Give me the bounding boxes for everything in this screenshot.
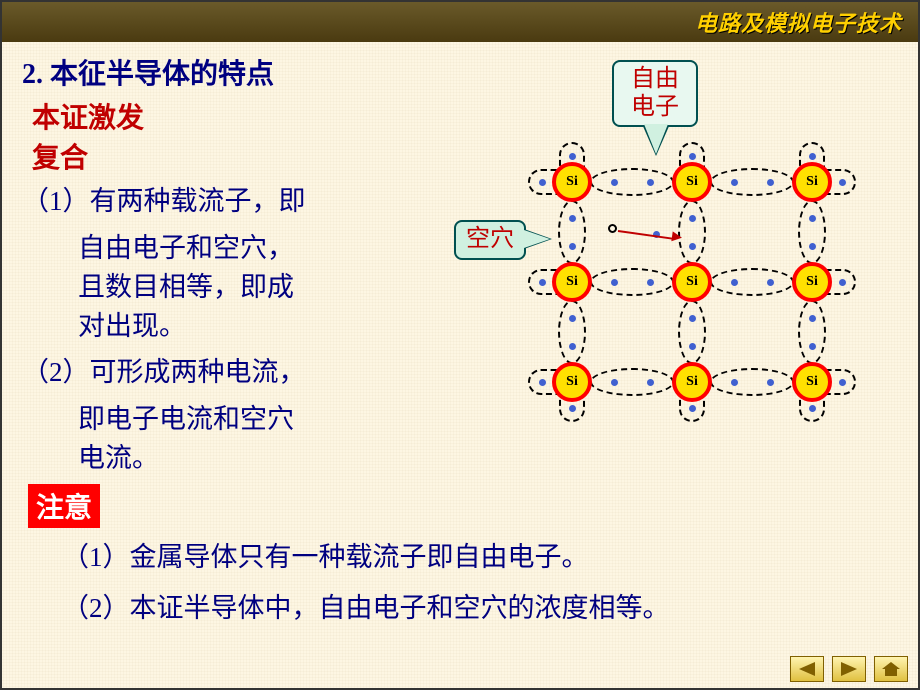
nav-home-button[interactable] (874, 656, 908, 682)
electron-dot (647, 379, 654, 386)
si-atom: Si (672, 262, 712, 302)
electron-dot (569, 243, 576, 250)
bond-h (710, 368, 794, 396)
electron-dot (569, 405, 576, 412)
section-heading: 2. 本征半导体的特点 (22, 52, 462, 92)
electron-dot (689, 405, 696, 412)
bond-v (798, 300, 826, 364)
bond-h (710, 268, 794, 296)
electron-dot (569, 343, 576, 350)
electron-dot (689, 315, 696, 322)
free-electron-label: 自由 电子 (612, 60, 698, 127)
bond-v (558, 200, 586, 264)
electron-dot (731, 179, 738, 186)
excitation-arrow-head (671, 231, 682, 242)
electron-dot (539, 179, 546, 186)
point-2-line-2: 即电子电流和空穴 (22, 400, 462, 439)
electron-dot (809, 405, 816, 412)
subheading-1: 本证激发 (32, 96, 462, 136)
electron-dot (839, 379, 846, 386)
notice-badge: 注意 (28, 484, 100, 528)
nav-buttons (790, 656, 908, 682)
point-1-line-3: 且数目相等，即成 (22, 268, 462, 307)
electron-dot (809, 343, 816, 350)
subheading-2: 复合 (32, 136, 462, 176)
free-electron-label-l1: 自由 (626, 66, 684, 94)
bond-h (590, 268, 674, 296)
bond-h (710, 168, 794, 196)
si-atom: Si (552, 262, 592, 302)
electron-dot (611, 279, 618, 286)
bond-v (678, 300, 706, 364)
si-atom: Si (792, 362, 832, 402)
si-atom: Si (792, 262, 832, 302)
electron-dot (689, 243, 696, 250)
electron-dot (767, 379, 774, 386)
point-1: （1）有两种载流子，即 自由电子和空穴， 且数目相等，即成 对出现。 (22, 182, 462, 347)
bottom-notes: （1）金属导体只有一种载流子即自由电子。 （2）本证半导体中，自由电子和空穴的浓… (62, 532, 882, 635)
point-2-line-1: （2）可形成两种电流， (22, 353, 462, 392)
bond-h (590, 368, 674, 396)
bond-h (590, 168, 674, 196)
hole-marker (608, 224, 617, 233)
electron-dot (809, 243, 816, 250)
electron-dot (809, 153, 816, 160)
electron-dot (539, 379, 546, 386)
bond-v (798, 200, 826, 264)
electron-dot (809, 215, 816, 222)
point-2: （2）可形成两种电流， 即电子电流和空穴 电流。 (22, 353, 462, 478)
point-1-line-1: （1）有两种载流子，即 (22, 182, 462, 221)
nav-prev-button[interactable] (790, 656, 824, 682)
electron-dot (731, 279, 738, 286)
electron-dot (731, 379, 738, 386)
si-atom: Si (672, 362, 712, 402)
si-atom: Si (552, 162, 592, 202)
topbar-title: 电路及模拟电子技术 (695, 6, 902, 38)
lattice-diagram: Si Si Si Si Si Si Si Si Si (512, 142, 872, 442)
si-atom: Si (552, 362, 592, 402)
electron-dot (689, 153, 696, 160)
electron-dot (569, 215, 576, 222)
nav-next-button[interactable] (832, 656, 866, 682)
electron-dot (767, 179, 774, 186)
electron-dot (539, 279, 546, 286)
si-atom: Si (672, 162, 712, 202)
electron-dot (611, 179, 618, 186)
topbar: 电路及模拟电子技术 (2, 2, 918, 42)
electron-dot (611, 379, 618, 386)
electron-dot (647, 179, 654, 186)
free-electron-label-l2: 电子 (626, 94, 684, 122)
electron-dot (689, 343, 696, 350)
si-atom: Si (792, 162, 832, 202)
home-icon (882, 662, 900, 676)
triangle-left-icon (799, 662, 815, 676)
electron-dot (839, 279, 846, 286)
point-2-line-3: 电流。 (22, 439, 462, 478)
electron-dot (647, 279, 654, 286)
bottom-note-2: （2）本证半导体中，自由电子和空穴的浓度相等。 (62, 583, 882, 634)
electron-dot (767, 279, 774, 286)
bond-v (558, 300, 586, 364)
point-1-line-2: 自由电子和空穴， (22, 229, 462, 268)
electron-dot (569, 315, 576, 322)
triangle-right-icon (841, 662, 857, 676)
point-1-line-4: 对出现。 (22, 307, 462, 346)
excitation-arrow (618, 230, 676, 240)
electron-dot (839, 179, 846, 186)
electron-dot (809, 315, 816, 322)
main-content: 2. 本征半导体的特点 本证激发 复合 （1）有两种载流子，即 自由电子和空穴，… (22, 52, 462, 528)
electron-dot (569, 153, 576, 160)
electron-dot (689, 215, 696, 222)
bottom-note-1: （1）金属导体只有一种载流子即自由电子。 (62, 532, 882, 583)
